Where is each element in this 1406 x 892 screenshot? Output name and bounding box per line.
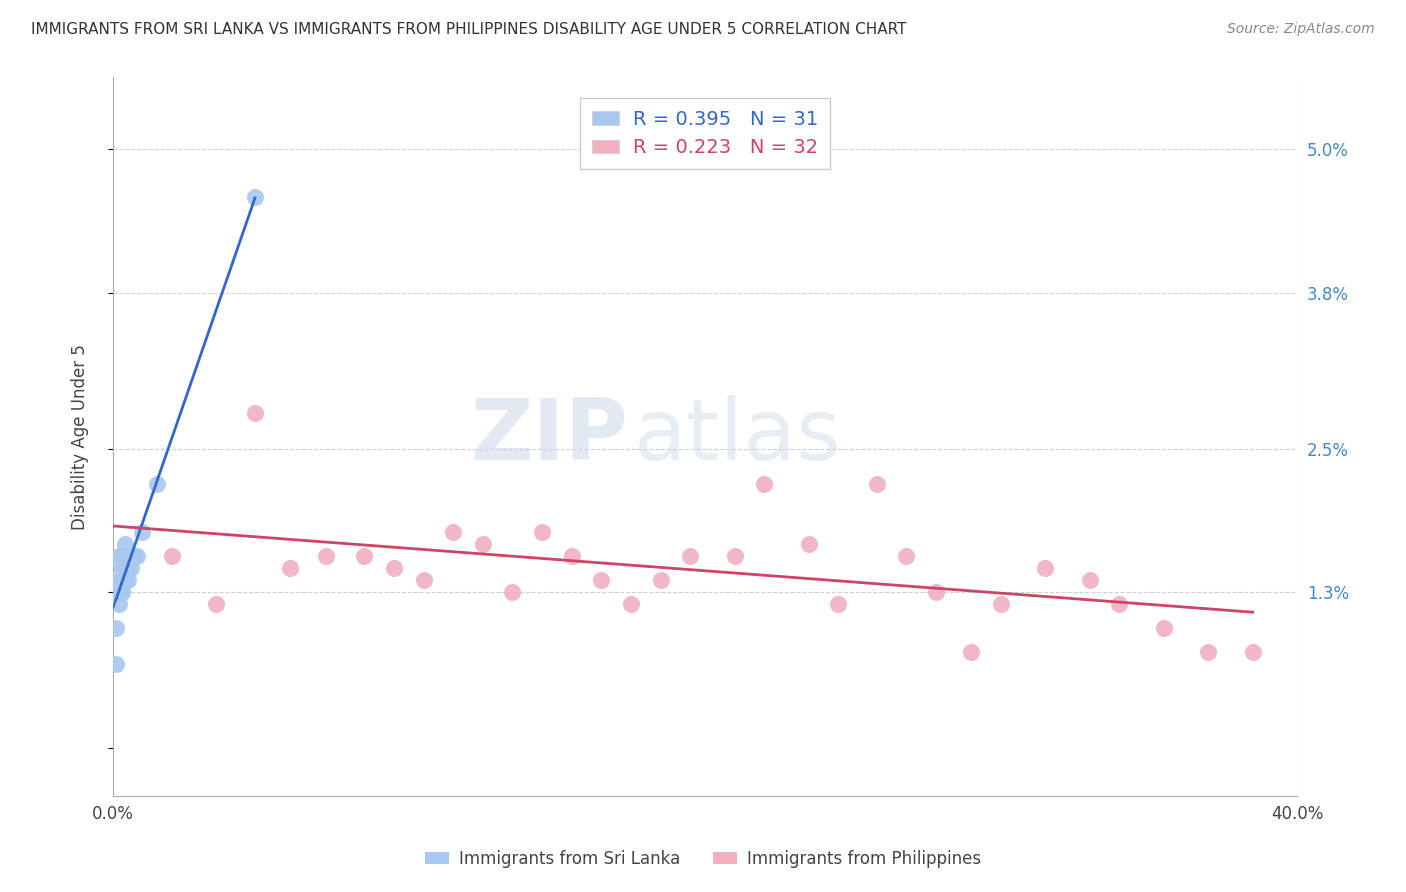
Point — [502, 585, 524, 599]
Point — [382, 561, 405, 575]
Point — [117, 561, 139, 575]
Point — [146, 477, 169, 491]
Point — [117, 574, 139, 588]
Point — [114, 574, 136, 588]
Point — [114, 574, 136, 588]
Point — [114, 549, 136, 564]
Point — [896, 549, 918, 564]
Point — [752, 477, 775, 491]
Point — [160, 549, 183, 564]
Point — [243, 406, 266, 420]
Legend: R = 0.395   N = 31, R = 0.223   N = 32: R = 0.395 N = 31, R = 0.223 N = 32 — [581, 98, 830, 169]
Point — [111, 574, 134, 588]
Point — [117, 549, 139, 564]
Point — [1241, 645, 1264, 659]
Point — [114, 561, 136, 575]
Text: atlas: atlas — [634, 395, 842, 478]
Point — [1197, 645, 1219, 659]
Point — [117, 549, 139, 564]
Point — [1078, 574, 1101, 588]
Point — [865, 477, 887, 491]
Point — [111, 585, 134, 599]
Point — [111, 549, 134, 564]
Point — [114, 561, 136, 575]
Point — [111, 561, 134, 575]
Text: IMMIGRANTS FROM SRI LANKA VS IMMIGRANTS FROM PHILIPPINES DISABILITY AGE UNDER 5 : IMMIGRANTS FROM SRI LANKA VS IMMIGRANTS … — [31, 22, 907, 37]
Point — [122, 549, 145, 564]
Text: Source: ZipAtlas.com: Source: ZipAtlas.com — [1227, 22, 1375, 37]
Point — [353, 549, 375, 564]
Point — [107, 574, 129, 588]
Point — [650, 574, 672, 588]
Point — [120, 549, 142, 564]
Point — [114, 537, 136, 551]
Point — [531, 525, 554, 540]
Y-axis label: Disability Age Under 5: Disability Age Under 5 — [72, 343, 89, 530]
Point — [925, 585, 948, 599]
Point — [280, 561, 302, 575]
Point — [131, 525, 153, 540]
Point — [960, 645, 983, 659]
Point — [111, 585, 134, 599]
Point — [1033, 561, 1056, 575]
Point — [620, 597, 643, 611]
Point — [315, 549, 337, 564]
Point — [104, 621, 127, 635]
Point — [990, 597, 1012, 611]
Point — [797, 537, 820, 551]
Text: ZIP: ZIP — [470, 395, 628, 478]
Point — [107, 597, 129, 611]
Point — [125, 549, 148, 564]
Point — [723, 549, 745, 564]
Point — [591, 574, 613, 588]
Point — [827, 597, 849, 611]
Point — [117, 561, 139, 575]
Point — [205, 597, 228, 611]
Point — [1108, 597, 1130, 611]
Point — [107, 549, 129, 564]
Point — [679, 549, 702, 564]
Point — [114, 549, 136, 564]
Legend: Immigrants from Sri Lanka, Immigrants from Philippines: Immigrants from Sri Lanka, Immigrants fr… — [419, 844, 987, 875]
Point — [471, 537, 494, 551]
Point — [1153, 621, 1175, 635]
Point — [412, 574, 434, 588]
Point — [104, 657, 127, 671]
Point — [441, 525, 464, 540]
Point — [243, 190, 266, 204]
Point — [120, 561, 142, 575]
Point — [111, 561, 134, 575]
Point — [107, 585, 129, 599]
Point — [561, 549, 583, 564]
